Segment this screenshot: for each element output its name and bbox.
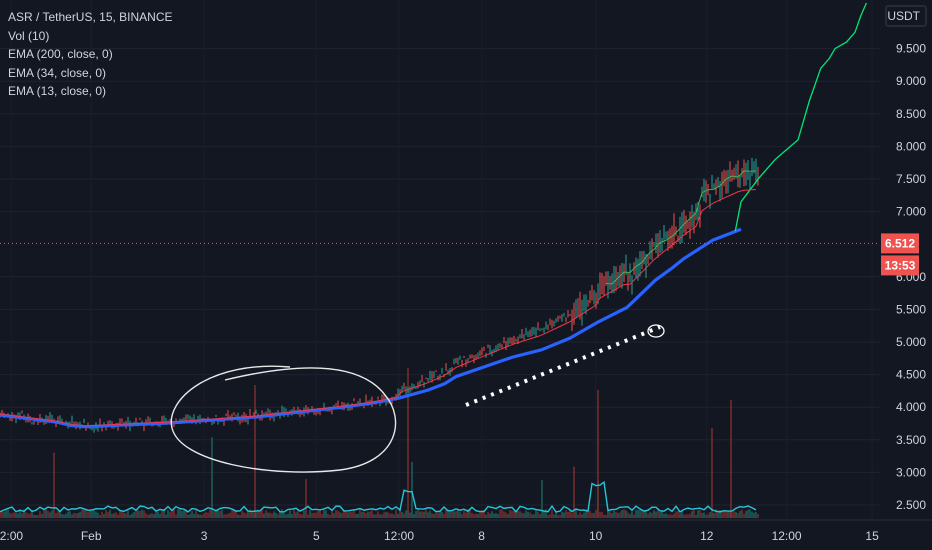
price-tick-label: 8.500 bbox=[896, 107, 926, 121]
price-tick-label: 9.500 bbox=[896, 42, 926, 56]
volume-ma-line bbox=[0, 480, 757, 513]
time-tick-label: 12:00 bbox=[772, 529, 802, 543]
time-tick-label: 12 bbox=[700, 529, 714, 543]
ema-13-line bbox=[605, 170, 757, 285]
user-drawings[interactable] bbox=[170, 324, 665, 473]
price-tick-label: 4.000 bbox=[896, 400, 926, 414]
touch-circle bbox=[647, 324, 665, 338]
price-tick-label: 9.000 bbox=[896, 74, 926, 88]
price-tick-label: 7.000 bbox=[896, 205, 926, 219]
time-tick-label: 10 bbox=[589, 529, 603, 543]
price-tick-label: 7.500 bbox=[896, 172, 926, 186]
projection-line bbox=[734, 2, 867, 232]
time-tick-label: 15 bbox=[865, 529, 879, 543]
price-tick-label: 5.500 bbox=[896, 302, 926, 316]
currency-box bbox=[885, 5, 927, 27]
last-price-badge bbox=[881, 233, 919, 254]
chart-legend: ASR / TetherUS, 15, BINANCE Vol (10) EMA… bbox=[8, 8, 173, 101]
countdown-label: 13:53 bbox=[885, 258, 916, 272]
time-axis[interactable]: 2:00 Feb 3 5 12:00 8 10 12 12:00 15 bbox=[0, 519, 932, 543]
price-tick-label: 3.500 bbox=[896, 433, 926, 447]
price-tick-label: 3.000 bbox=[896, 465, 926, 479]
time-tick-label: 5 bbox=[313, 529, 320, 543]
time-tick-label: 3 bbox=[201, 529, 208, 543]
price-tick-label: 2.500 bbox=[896, 498, 926, 512]
time-tick-label: 8 bbox=[478, 529, 485, 543]
price-axis[interactable]: 9.5009.0008.5008.0007.5007.0006.0005.500… bbox=[881, 5, 927, 512]
symbol-title[interactable]: ASR / TetherUS, 15, BINANCE bbox=[8, 10, 173, 24]
last-price-label: 6.512 bbox=[885, 236, 915, 250]
legend-ema-13[interactable]: EMA (13, close, 0) bbox=[8, 84, 107, 98]
time-tick-label: 12:00 bbox=[384, 529, 414, 543]
time-tick-label: 2:00 bbox=[0, 529, 23, 543]
legend-ema-34[interactable]: EMA (34, close, 0) bbox=[8, 65, 107, 80]
currency-label: USDT bbox=[887, 9, 920, 23]
volume-bars bbox=[0, 368, 759, 518]
ema-lines bbox=[0, 2, 867, 429]
price-tick-label: 5.000 bbox=[896, 335, 926, 349]
legend-ema-200[interactable]: EMA (200, close, 0) bbox=[8, 47, 113, 61]
time-tick-label: Feb bbox=[81, 529, 102, 543]
price-tick-label: 8.000 bbox=[896, 139, 926, 153]
legend-volume[interactable]: Vol (10) bbox=[8, 28, 50, 43]
hand-drawn-ellipse bbox=[170, 365, 397, 473]
ema-200-line bbox=[0, 227, 742, 429]
price-tick-label: 4.500 bbox=[896, 368, 926, 382]
countdown-badge bbox=[881, 255, 919, 276]
ema-34-line bbox=[0, 188, 757, 427]
